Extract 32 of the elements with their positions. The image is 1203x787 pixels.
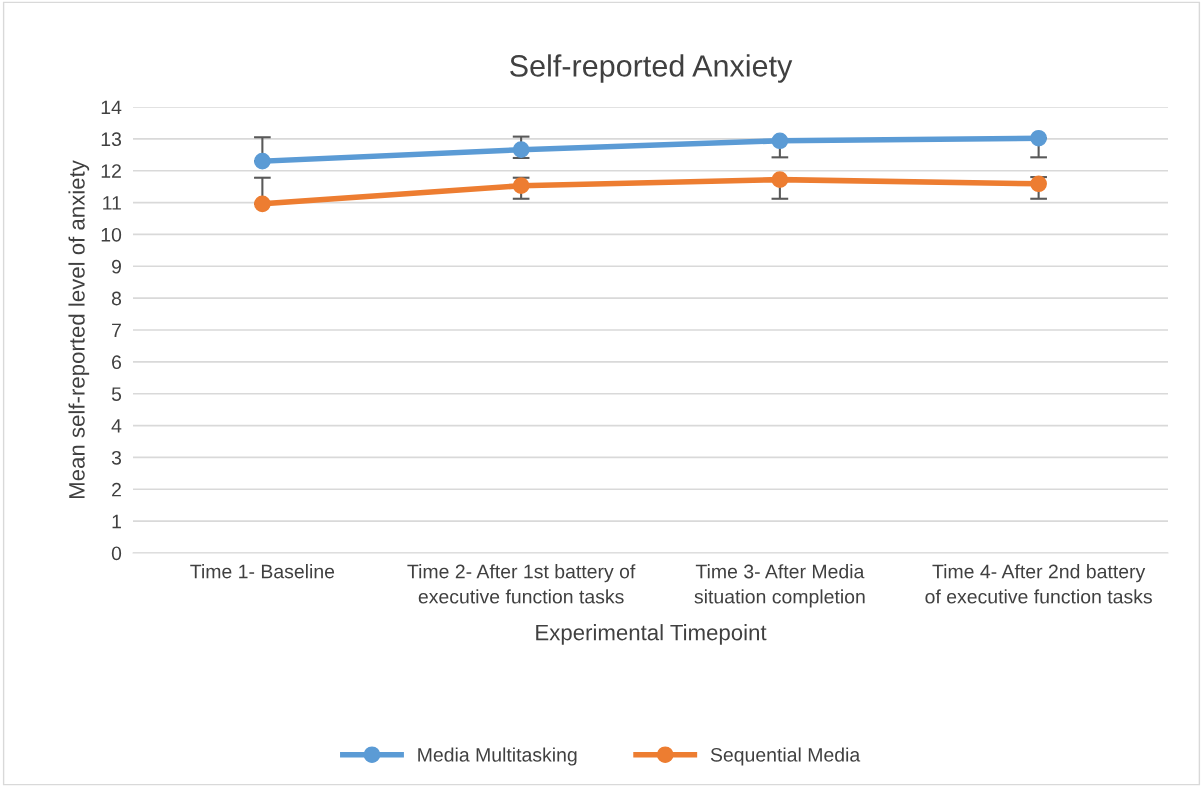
y-tick-label: 14 [101, 100, 122, 115]
legend-label: Media Multitasking [418, 747, 577, 766]
y-axis-title: Mean self-reported level of anxiety [68, 160, 90, 499]
y-tick-label: 5 [111, 387, 122, 401]
x-tick-label: Time 2- After 1st battery of executive function tasks [407, 564, 636, 604]
point [771, 132, 789, 150]
y-tick-label: 3 [111, 450, 122, 465]
point [254, 195, 271, 213]
y-tick-label: 12 [101, 164, 121, 178]
point [254, 152, 271, 170]
legend-label: Sequential Media [710, 747, 861, 766]
chart-title: Self-reported Anxiety [510, 54, 793, 83]
y-tick-label: 2 [112, 482, 121, 497]
x-tick-label: Time 4- After 2nd battery of executive function tasks [925, 564, 1152, 604]
y-tick-label: 8 [111, 291, 122, 306]
point [512, 141, 530, 159]
y-tick-label: 7 [112, 323, 121, 338]
y-tick-label: 1 [112, 514, 121, 529]
x-tick-label: Time 3- After Media situation completion [694, 564, 865, 608]
y-tick-label: 10 [101, 227, 122, 242]
point [1030, 129, 1047, 147]
y-tick-label: 6 [112, 355, 122, 370]
x-axis-title: Experimental Timepoint [536, 624, 767, 645]
point [1030, 175, 1047, 193]
y-tick-label: 13 [101, 132, 122, 147]
y-tick-label: 11 [103, 196, 121, 210]
point [771, 171, 789, 188]
y-tick-label: 0 [111, 546, 122, 561]
point [512, 177, 530, 195]
y-tick-label: 4 [111, 419, 122, 433]
y-tick-label: 9 [111, 259, 121, 274]
x-tick-label: Time 1- Baseline [190, 564, 335, 579]
